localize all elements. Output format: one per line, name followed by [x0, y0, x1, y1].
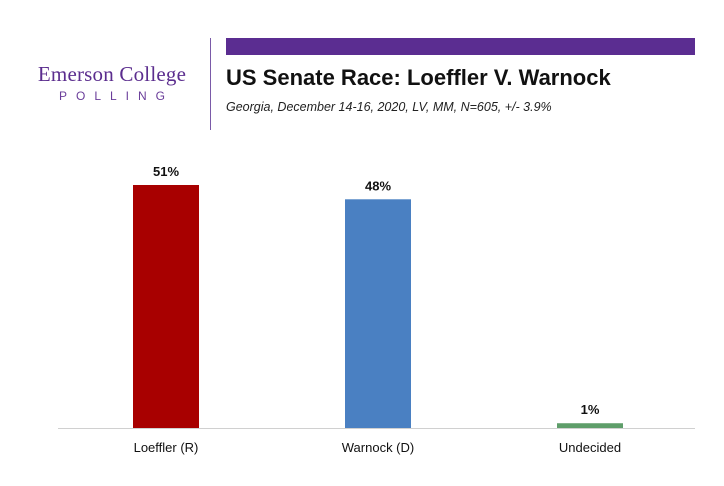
chart-subtitle: Georgia, December 14-16, 2020, LV, MM, N…	[226, 100, 552, 114]
logo-subtitle: POLLING	[58, 89, 175, 103]
category-label-1: Warnock (D)	[342, 440, 414, 455]
emerson-logo: Emerson College POLLING	[26, 62, 198, 103]
data-label-0: 51%	[153, 164, 179, 179]
bar-0	[133, 185, 199, 428]
chart-title: US Senate Race: Loeffler V. Warnock	[226, 65, 611, 90]
data-label-1: 48%	[365, 178, 391, 193]
category-label-0: Loeffler (R)	[134, 440, 199, 455]
bar-2	[557, 423, 623, 428]
brand-band	[226, 38, 695, 55]
data-label-2: 1%	[581, 402, 600, 417]
bar-1	[345, 199, 411, 428]
category-label-2: Undecided	[559, 440, 621, 455]
logo-name: Emerson College	[37, 62, 187, 86]
header-divider	[210, 38, 211, 130]
